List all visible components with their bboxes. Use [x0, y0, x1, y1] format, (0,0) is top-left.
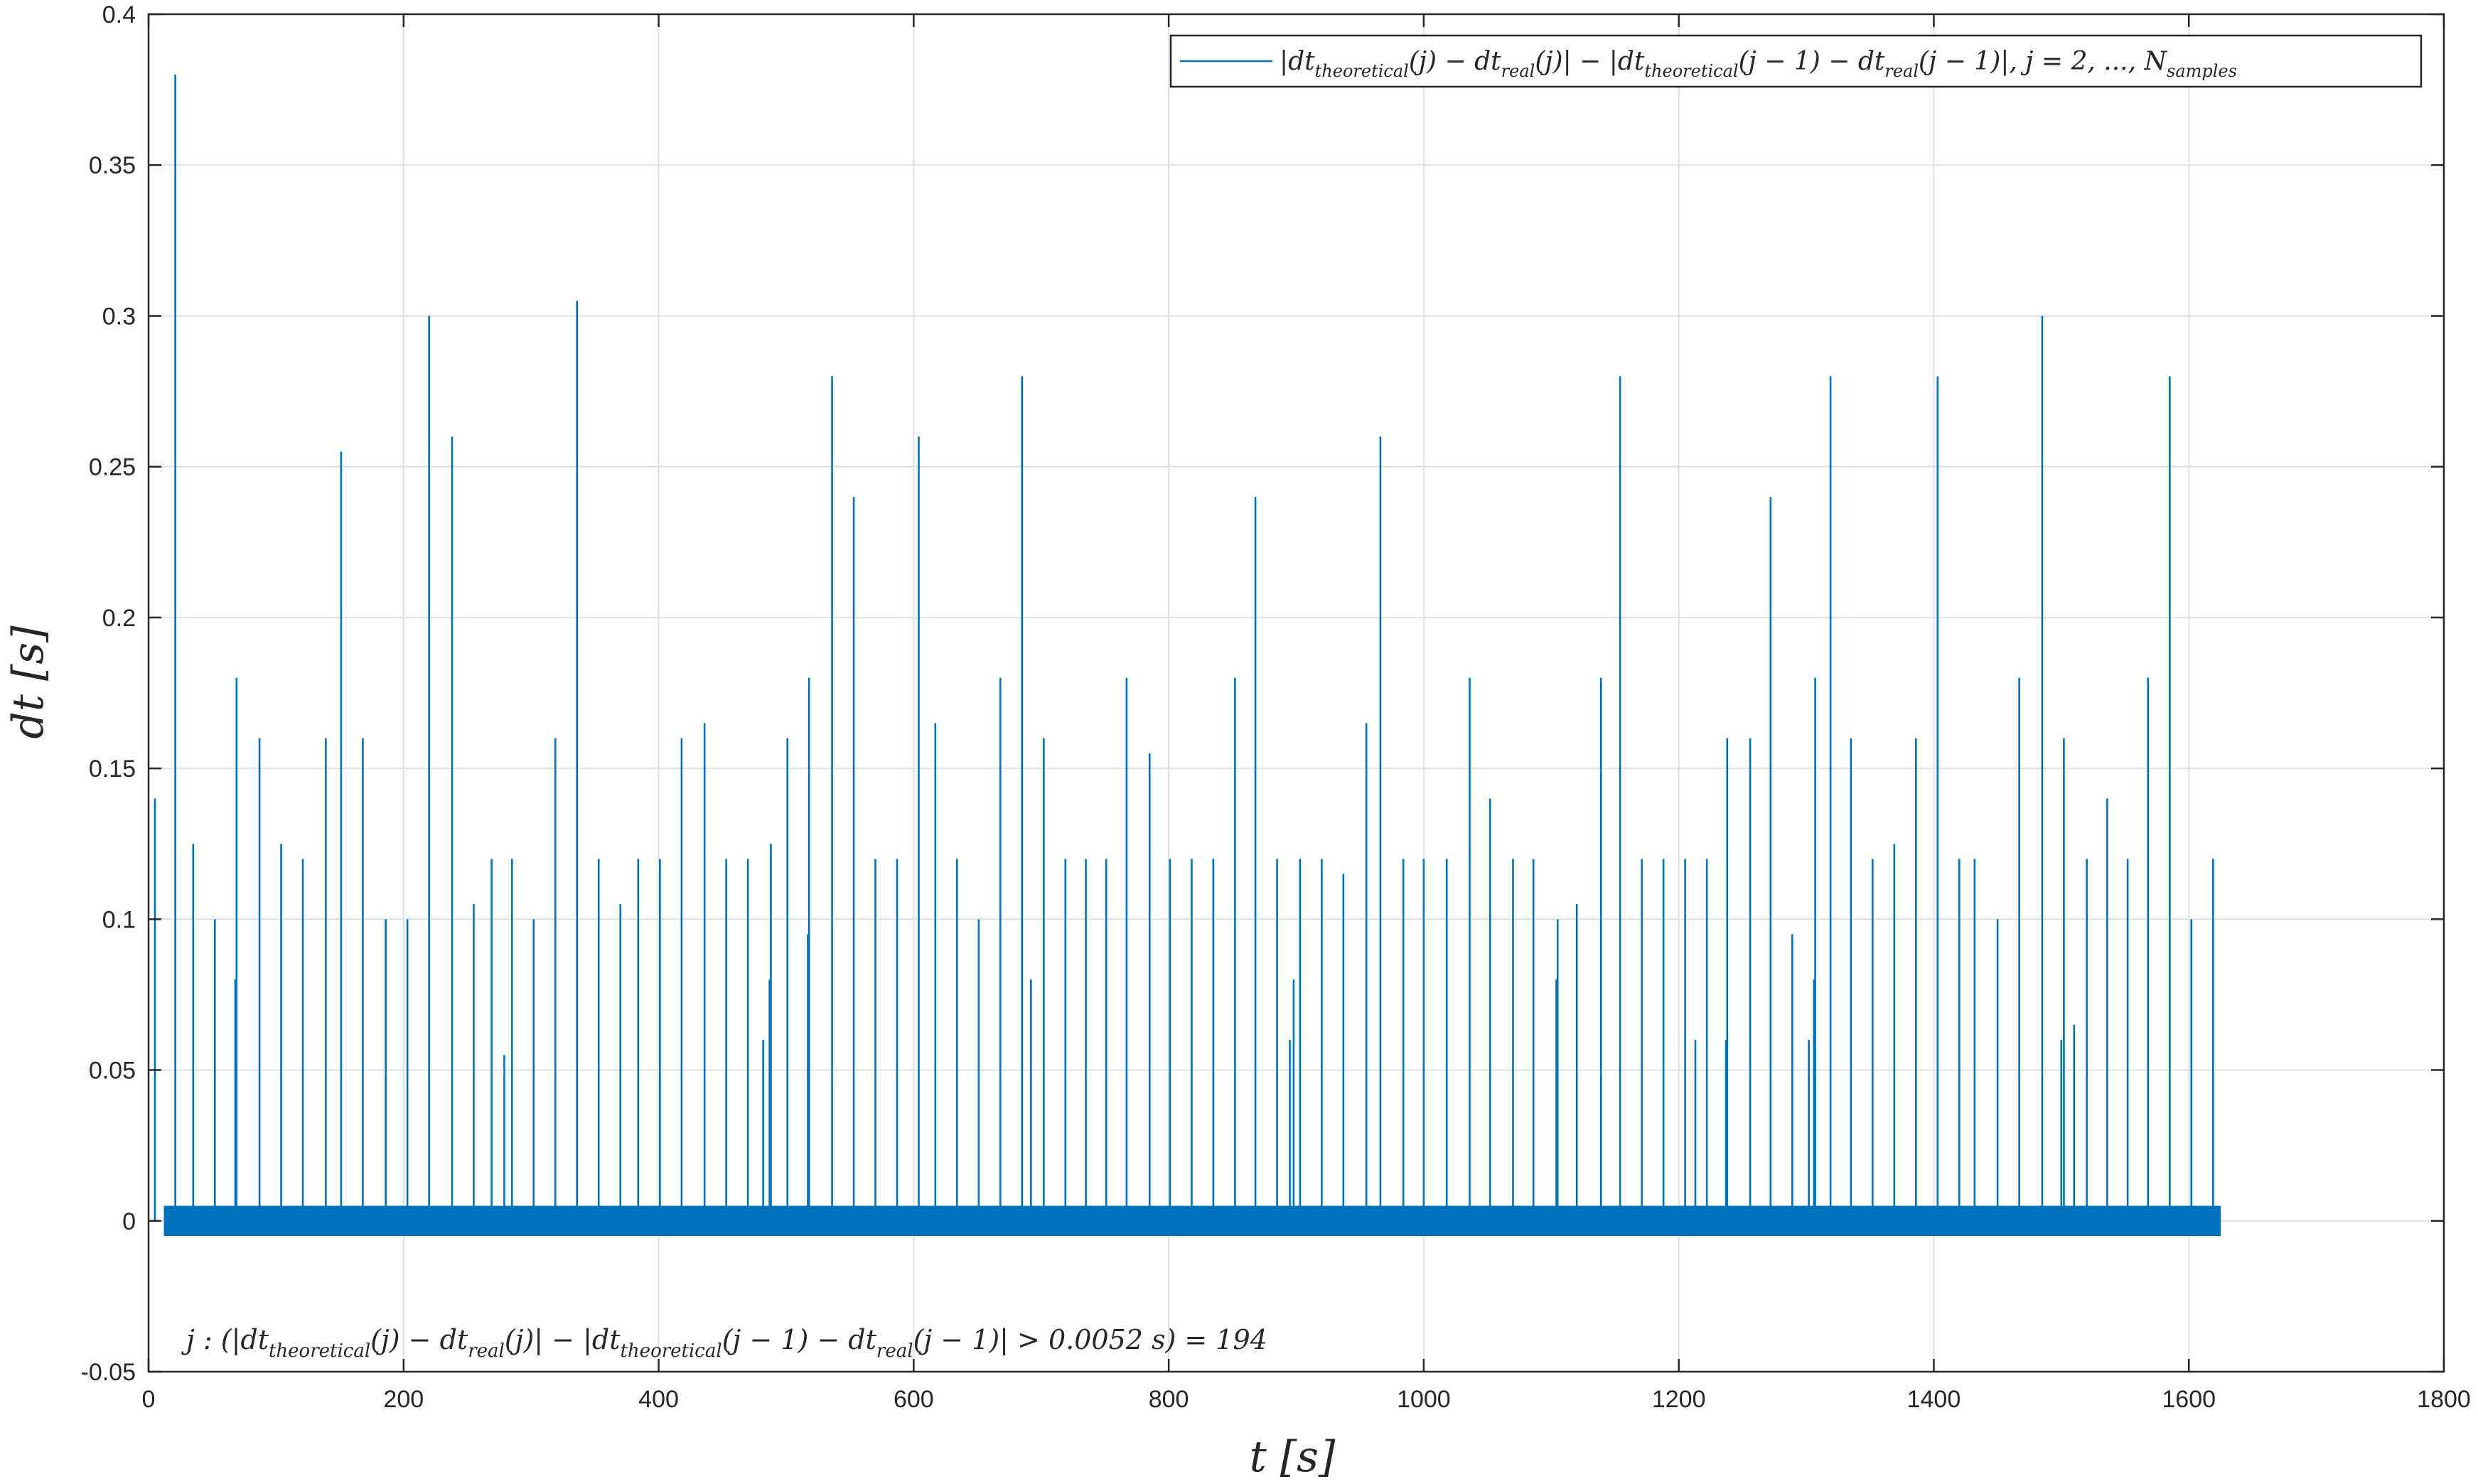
x-axis-label: t [s]: [1250, 1432, 1336, 1482]
x-tick-label: 0: [142, 1386, 156, 1413]
x-tick-label: 1600: [2162, 1386, 2216, 1413]
y-tick-label: -0.05: [81, 1359, 136, 1386]
legend: |dttheoretical(j) − dtreal(j)| − |dttheo…: [1169, 34, 2423, 88]
y-tick-label: 0.1: [102, 906, 136, 933]
y-tick-label: 0.2: [102, 605, 136, 632]
annotation-text: j : (|dttheoretical(j) − dtreal(j)| − |d…: [181, 1324, 1267, 1362]
axes: [147, 13, 2445, 1373]
y-tick-label: 0.15: [89, 756, 136, 783]
y-tick-label: 0.4: [102, 1, 136, 28]
y-tick-label: 0.3: [102, 303, 136, 330]
plot-background: [149, 14, 2444, 1372]
y-tick-label: 0.35: [89, 152, 136, 179]
x-tick-label: 600: [894, 1386, 934, 1413]
tick-labels: 0 200 400 600 800 1000 1200 1400 1600 1800-0.0500…: [81, 1, 2471, 1413]
x-tick-label: 1800: [2417, 1386, 2471, 1413]
legend-box: [1169, 34, 2423, 88]
y-tick-label: 0.05: [89, 1058, 136, 1085]
y-tick-label: 0: [122, 1208, 136, 1235]
x-tick-label: 1200: [1652, 1386, 1706, 1413]
y-tick-label: 0.25: [89, 454, 136, 481]
y-axis-label: dt [s]: [4, 625, 53, 739]
data-series: [154, 74, 2221, 1236]
x-tick-label: 1400: [1907, 1386, 1961, 1413]
x-tick-label: 200: [383, 1386, 424, 1413]
legend-entry: |dttheoretical(j) − dtreal(j)| − |dttheo…: [1280, 47, 2237, 81]
x-tick-label: 400: [638, 1386, 679, 1413]
x-tick-label: 800: [1149, 1386, 1189, 1413]
x-tick-label: 1000: [1397, 1386, 1451, 1413]
plot-area: [149, 14, 2444, 1372]
axes-box: [147, 13, 2445, 1373]
